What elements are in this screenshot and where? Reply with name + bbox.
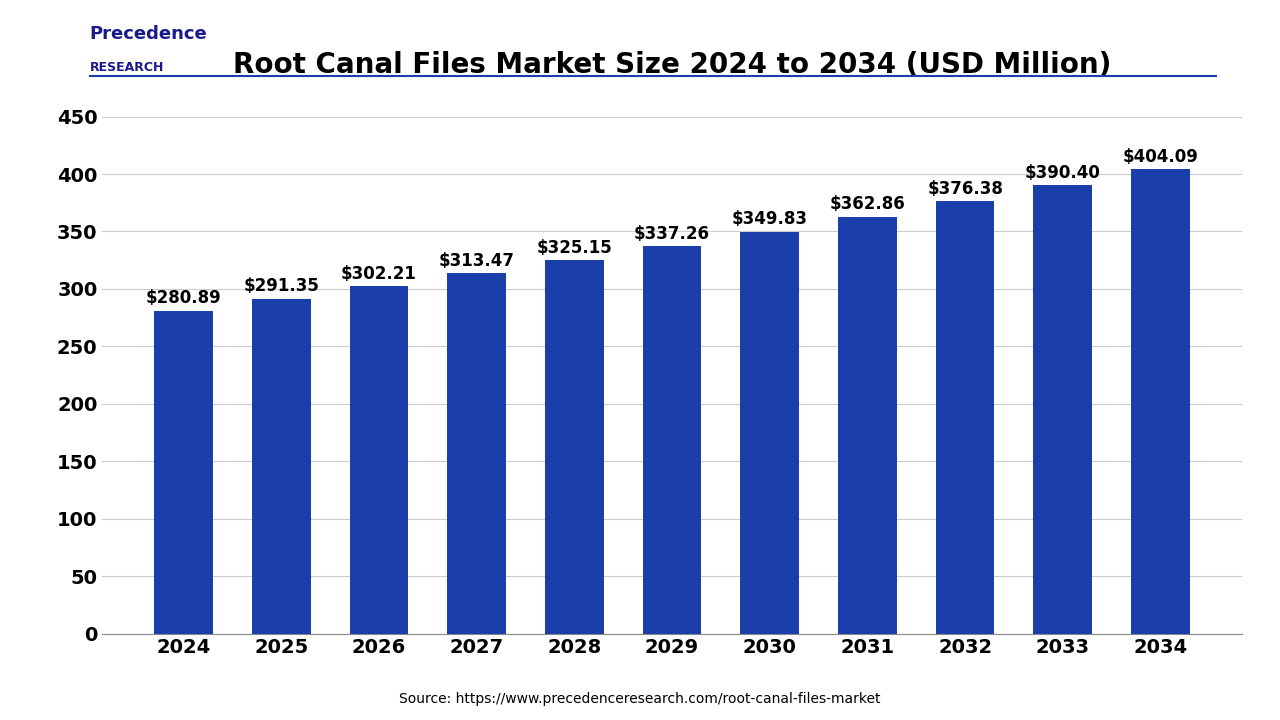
Text: Precedence: Precedence bbox=[90, 25, 207, 43]
Text: $291.35: $291.35 bbox=[243, 277, 319, 295]
Bar bbox=[740, 232, 799, 634]
Text: $325.15: $325.15 bbox=[536, 238, 612, 256]
Text: $313.47: $313.47 bbox=[439, 252, 515, 270]
Bar bbox=[154, 311, 212, 634]
Text: Source: https://www.precedenceresearch.com/root-canal-files-market: Source: https://www.precedenceresearch.c… bbox=[399, 692, 881, 706]
Text: $362.86: $362.86 bbox=[829, 195, 905, 213]
Bar bbox=[643, 246, 701, 634]
Bar bbox=[447, 274, 506, 634]
Bar bbox=[252, 299, 311, 634]
Text: $390.40: $390.40 bbox=[1025, 163, 1101, 181]
Bar bbox=[1033, 185, 1092, 634]
Text: $404.09: $404.09 bbox=[1123, 148, 1198, 166]
Text: $337.26: $337.26 bbox=[634, 225, 710, 243]
Text: $302.21: $302.21 bbox=[340, 265, 417, 283]
Bar bbox=[936, 201, 995, 634]
Text: $280.89: $280.89 bbox=[146, 289, 221, 307]
Title: Root Canal Files Market Size 2024 to 2034 (USD Million): Root Canal Files Market Size 2024 to 203… bbox=[233, 51, 1111, 78]
Text: RESEARCH: RESEARCH bbox=[90, 61, 164, 74]
Bar bbox=[349, 287, 408, 634]
Text: $376.38: $376.38 bbox=[927, 180, 1004, 198]
Bar bbox=[1132, 169, 1190, 634]
Text: $349.83: $349.83 bbox=[732, 210, 808, 228]
Bar bbox=[838, 217, 897, 634]
Bar bbox=[545, 260, 604, 634]
